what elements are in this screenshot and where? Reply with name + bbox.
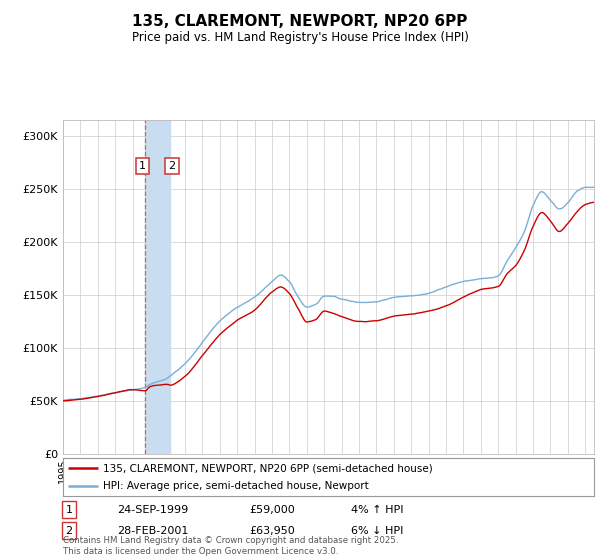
Text: 135, CLAREMONT, NEWPORT, NP20 6PP: 135, CLAREMONT, NEWPORT, NP20 6PP [133, 14, 467, 29]
Bar [145, 120, 170, 454]
Text: 1: 1 [139, 161, 146, 171]
Text: 2: 2 [169, 161, 176, 171]
Text: £63,950: £63,950 [249, 526, 295, 536]
Text: Contains HM Land Registry data © Crown copyright and database right 2025.
This d: Contains HM Land Registry data © Crown c… [63, 536, 398, 556]
Text: 1: 1 [65, 505, 73, 515]
Text: £59,000: £59,000 [249, 505, 295, 515]
Text: 135, CLAREMONT, NEWPORT, NP20 6PP (semi-detached house): 135, CLAREMONT, NEWPORT, NP20 6PP (semi-… [103, 463, 433, 473]
Text: Price paid vs. HM Land Registry's House Price Index (HPI): Price paid vs. HM Land Registry's House … [131, 31, 469, 44]
Text: 6% ↓ HPI: 6% ↓ HPI [351, 526, 403, 536]
Text: 2: 2 [65, 526, 73, 536]
Text: 4% ↑ HPI: 4% ↑ HPI [351, 505, 404, 515]
Text: 28-FEB-2001: 28-FEB-2001 [117, 526, 188, 536]
Text: HPI: Average price, semi-detached house, Newport: HPI: Average price, semi-detached house,… [103, 481, 368, 491]
Text: 24-SEP-1999: 24-SEP-1999 [117, 505, 188, 515]
